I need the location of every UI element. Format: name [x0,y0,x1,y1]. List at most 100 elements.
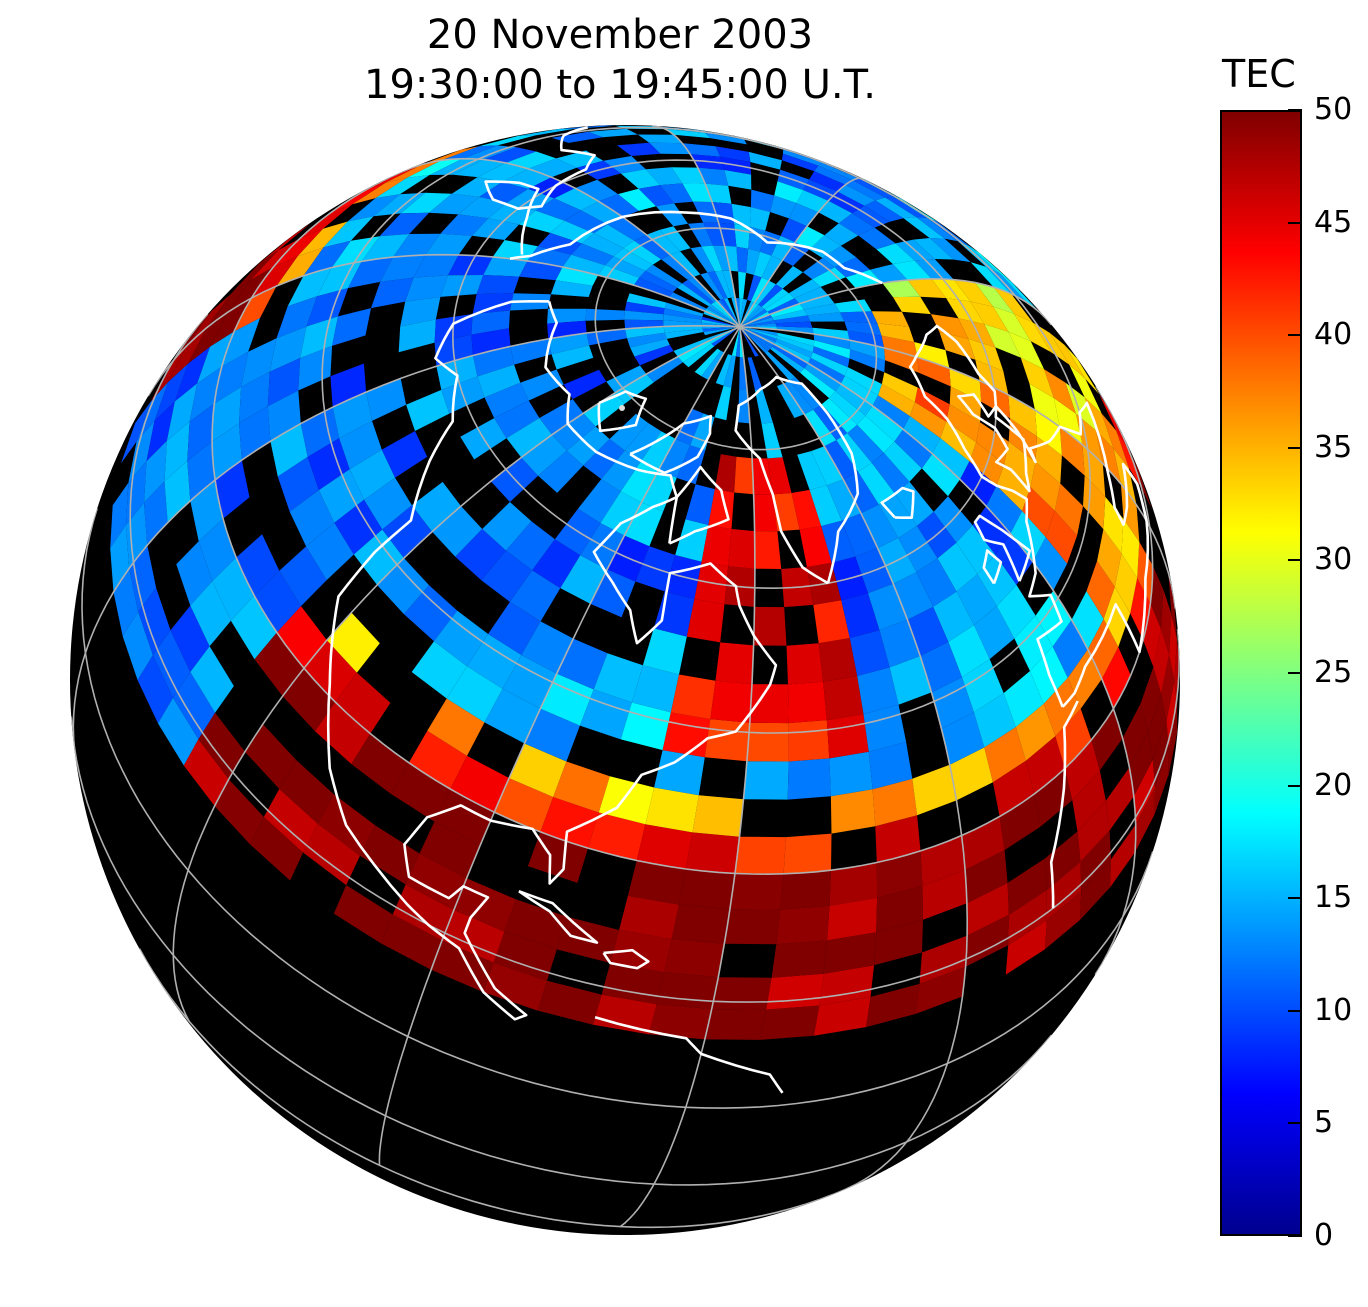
longitude-line [619,326,756,1228]
tec-cell [788,279,821,299]
tec-cell [682,343,715,368]
tec-cell [300,407,340,457]
tec-cell [872,395,910,430]
tec-cell [692,201,719,223]
tec-cell [646,229,681,255]
tec-cell [827,897,878,941]
tec-cell [263,788,318,853]
tec-cell [739,326,768,353]
tec-cell [636,824,693,869]
coastline [734,375,860,585]
longitude-line [739,326,1177,609]
tec-cell [872,778,918,827]
tec-cell [810,352,848,376]
tec-cell [704,132,747,145]
tec-cell [502,655,557,709]
tec-cell [844,367,882,396]
tec-cell [974,282,1014,314]
tec-cell [829,751,873,797]
tec-cell [1010,510,1046,562]
coastline [880,486,915,519]
tec-cell [1105,767,1134,831]
tec-cell [749,684,789,724]
tec-cell [1169,614,1177,681]
tec-cell [711,977,772,1010]
tec-cell [738,271,746,299]
tec-cell [956,574,997,626]
tec-cell [1071,591,1104,650]
tec-cell [276,296,318,339]
tec-cell [1013,313,1051,353]
tec-cell [477,364,521,398]
tec-cell [840,311,878,324]
tec-cell [746,722,789,762]
tec-cell [1174,638,1180,707]
tec-cell [267,358,301,407]
tec-cell [234,286,277,332]
longitude-line [652,125,741,327]
tec-cell [895,481,934,526]
tec-cell [593,653,643,703]
tec-cell [600,491,642,536]
tec-cell [807,357,845,384]
tec-cell [303,240,351,276]
tec-cell [606,365,647,393]
tec-cell [752,458,773,495]
tec-cell [670,674,716,720]
tec-cell [984,324,1021,358]
tec-cell [992,760,1035,817]
tec-cell [1161,654,1175,721]
tec-cell [1168,572,1177,639]
tec-cell [929,238,971,263]
tec-cell [746,248,760,275]
tec-cell [187,403,215,461]
tec-cell [1103,496,1124,554]
tec-cell [326,612,380,673]
tec-cell [289,490,335,547]
tec-cell [701,316,740,327]
tec-cell [250,817,304,881]
tec-cell [164,421,190,482]
tec-cell [841,513,878,557]
tec-cell [664,302,704,317]
tec-cell [138,587,171,656]
colorbar-tick-mark [1288,1122,1302,1125]
tec-cell [974,693,1016,748]
tec-cell [353,529,404,585]
tec-cell [656,972,719,1010]
tec-cell [722,270,736,298]
tec-cell [781,153,819,172]
tec-cell [1120,483,1140,542]
tec-cell [747,357,763,390]
tec-cell [774,181,804,204]
tec-cell [970,262,1012,294]
tec-cell [852,178,894,198]
tec-cell [484,382,529,419]
tec-cell [739,320,776,327]
tec-cell [197,331,235,384]
tec-cell [750,189,775,212]
tec-cell [813,600,850,644]
tec-cell [706,306,740,327]
tec-cell [276,606,327,669]
tec-cell [663,325,703,333]
tec-cell [739,306,765,327]
tec-cell [214,351,249,404]
tec-cell [986,485,1023,534]
tec-cell [876,243,915,265]
tec-cell [847,424,884,463]
tec-cell [1030,462,1061,511]
tec-cell [800,368,836,399]
tec-cell [578,479,621,523]
tec-cell [729,873,784,910]
tec-cell [791,489,822,530]
tec-cell [881,335,918,358]
tec-cell [1029,383,1060,427]
tec-cell [539,399,584,435]
tec-cell [961,816,1005,870]
tec-cell [555,267,599,286]
tec-cell [707,271,728,299]
tec-cell [829,391,866,425]
tec-cell [467,634,522,689]
tec-cell [799,526,832,567]
